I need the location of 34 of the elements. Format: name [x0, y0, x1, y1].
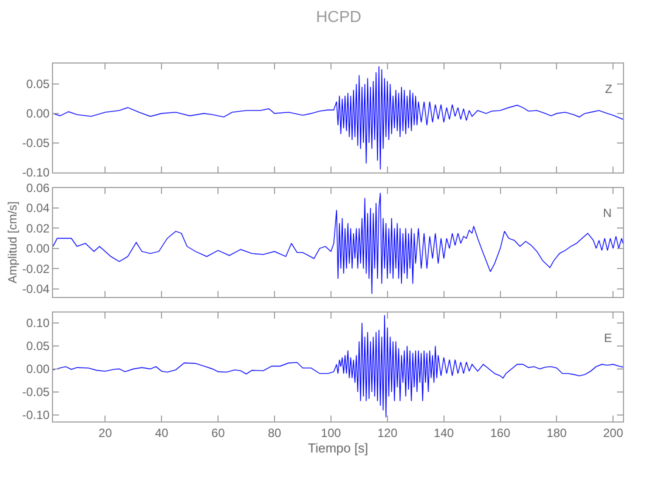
x-tick-label: 80 — [268, 426, 282, 440]
annotation: N — [603, 206, 612, 220]
annotation: Z — [605, 82, 612, 96]
x-tick-label: 180 — [546, 426, 568, 440]
y-tick-label: 0.10 — [26, 316, 50, 330]
y-axis-title: Amplitud [cm/s] — [6, 201, 20, 284]
y-tick-label: 0.04 — [26, 201, 50, 216]
y-tick-label: 0.00 — [26, 362, 50, 376]
x-tick-label: 120 — [377, 426, 398, 440]
x-tick-label: 200 — [603, 426, 624, 440]
line-series — [53, 66, 623, 170]
y-tick-label: 0.02 — [26, 221, 50, 236]
y-tick-label: -0.05 — [22, 385, 50, 400]
x-tick-label: 40 — [154, 426, 169, 440]
line-series — [53, 314, 623, 418]
y-tick-label: 0.00 — [26, 106, 50, 121]
y-tick-label: -0.10 — [22, 166, 50, 180]
annotation: E — [604, 331, 612, 345]
y-tick-label: 0.06 — [26, 181, 50, 196]
y-tick-label: -0.04 — [22, 282, 50, 296]
x-axis-title: Tiempo [s] — [308, 440, 368, 456]
y-tick-label: -0.02 — [22, 262, 50, 276]
x-tick-label: 100 — [320, 426, 342, 440]
y-tick-label: 0.05 — [26, 77, 50, 92]
y-tick-label: 0.00 — [26, 242, 50, 256]
x-tick-label: 160 — [490, 426, 511, 440]
y-tick-label: -0.05 — [22, 136, 50, 150]
y-tick-label: -0.10 — [22, 408, 50, 422]
x-tick-label: 20 — [98, 426, 112, 440]
x-tick-label: 140 — [434, 426, 454, 440]
line-series — [53, 192, 623, 294]
y-tick-label: 0.05 — [26, 339, 50, 354]
chart-title: HCPD — [316, 9, 362, 26]
x-tick-label: 60 — [211, 426, 226, 440]
